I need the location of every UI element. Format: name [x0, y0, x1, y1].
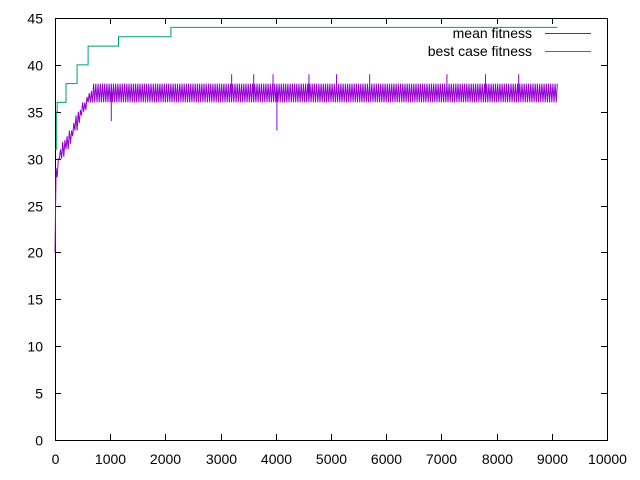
y-tick-label: 10: [27, 339, 43, 355]
y-tick-label: 30: [27, 152, 43, 168]
legend-label-best-case-fitness: best case fitness: [428, 43, 532, 59]
x-tick-label: 4000: [261, 451, 292, 467]
y-tick-label: 20: [27, 245, 43, 261]
x-tick-label: 8000: [482, 451, 513, 467]
x-tick-label: 1000: [95, 451, 126, 467]
x-tick-label: 9000: [537, 451, 568, 467]
x-tick-label: 10000: [588, 451, 627, 467]
y-tick-label: 5: [35, 386, 43, 402]
legend-label-mean-fitness: mean fitness: [453, 25, 532, 41]
series-line-mean-fitness: [54, 83, 558, 253]
y-tick-label: 45: [27, 11, 43, 27]
plot-frame: [55, 18, 608, 441]
y-tick-label: 40: [27, 58, 43, 74]
y-tick-label: 25: [27, 199, 43, 215]
series-line-best-case-fitness: [55, 26, 558, 150]
legend: mean fitness best case fitness: [428, 25, 591, 59]
axis-ticks: 0 5 10 15 20 25 30 35 40 45 0 1000 2000 3000 4000 5000 6…: [27, 11, 627, 468]
x-tick-label: 0: [52, 451, 60, 467]
series-layer: [54, 26, 558, 253]
y-tick-label: 0: [35, 433, 43, 449]
y-tick-label: 15: [27, 292, 43, 308]
x-tick-label: 6000: [371, 451, 402, 467]
x-tick-label: 5000: [316, 451, 347, 467]
x-tick-label: 3000: [206, 451, 237, 467]
x-tick-label: 7000: [426, 451, 457, 467]
y-tick-label: 35: [27, 105, 43, 121]
x-tick-label: 2000: [150, 451, 181, 467]
